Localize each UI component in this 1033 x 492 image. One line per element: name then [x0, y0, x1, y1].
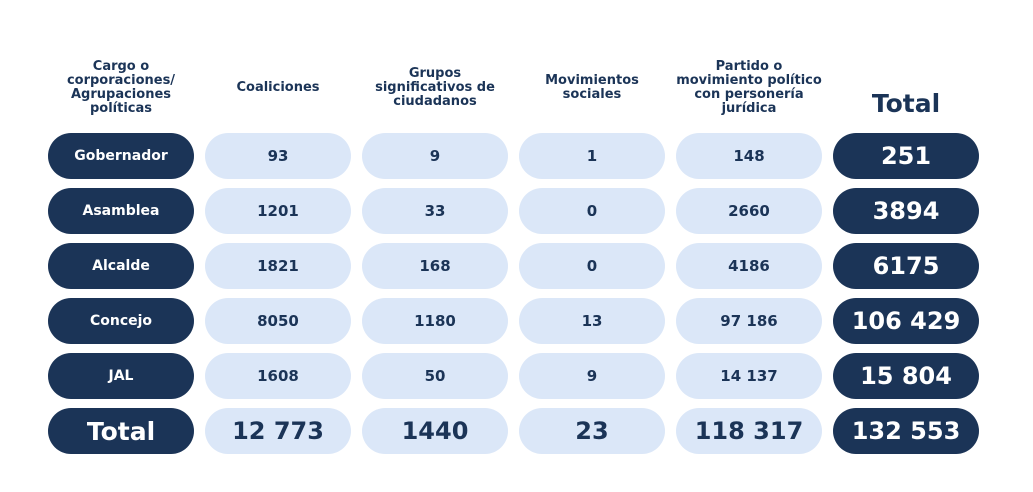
- cell-alcalde-3: 0: [519, 243, 665, 289]
- row-total-gobernador: 251: [833, 133, 979, 179]
- cell-asamblea-3: 0: [519, 188, 665, 234]
- cell-jal-3: 9: [519, 353, 665, 399]
- row-total-concejo: 106 429: [833, 298, 979, 344]
- header-line: con personería: [694, 87, 804, 102]
- cell-concejo-3: 13: [519, 298, 665, 344]
- header-line: movimiento político: [676, 73, 822, 88]
- grand-total: 132 553: [833, 408, 979, 454]
- header-text: Movimientos sociales: [545, 74, 639, 102]
- cell-alcalde-4: 4186: [676, 243, 822, 289]
- header-line: corporaciones/: [66, 73, 176, 88]
- cell-gobernador-4: 148: [676, 133, 822, 179]
- cell-concejo-1: 8050: [205, 298, 351, 344]
- header-cargo: Cargo o corporaciones/Agrupaciones polític…: [48, 48, 194, 128]
- header-grupos-significativos: Grupos significativos de ciudadanos: [362, 48, 508, 128]
- header-partido-movimiento: Partido o movimiento político con personer…: [676, 48, 822, 128]
- cell-gobernador-1: 93: [205, 133, 351, 179]
- cell-jal-2: 50: [362, 353, 508, 399]
- header-line: ciudadanos: [393, 94, 477, 109]
- header-text: Total: [872, 90, 940, 118]
- row-label-concejo: Concejo: [48, 298, 194, 344]
- cell-asamblea-4: 2660: [676, 188, 822, 234]
- header-line: Coaliciones: [236, 80, 320, 95]
- row-label-gobernador: Gobernador: [48, 133, 194, 179]
- cell-alcalde-2: 168: [362, 243, 508, 289]
- row-label-jal: JAL: [48, 353, 194, 399]
- header-line: Cargo o: [92, 59, 150, 74]
- row-total-alcalde: 6175: [833, 243, 979, 289]
- header-line: sociales: [562, 87, 622, 102]
- header-line: jurídica: [721, 101, 777, 116]
- row-total-jal: 15 804: [833, 353, 979, 399]
- row-label-asamblea: Asamblea: [48, 188, 194, 234]
- cell-gobernador-2: 9: [362, 133, 508, 179]
- column-total-2: 1440: [362, 408, 508, 454]
- cell-jal-1: 1608: [205, 353, 351, 399]
- header-text: Partido o movimiento político con personer…: [676, 60, 822, 116]
- row-label-total: Total: [48, 408, 194, 454]
- cell-jal-4: 14 137: [676, 353, 822, 399]
- cell-concejo-4: 97 186: [676, 298, 822, 344]
- row-label-alcalde: Alcalde: [48, 243, 194, 289]
- header-line: Movimientos: [545, 73, 639, 88]
- header-line: Total: [871, 89, 941, 118]
- header-line: Partido o: [715, 59, 783, 74]
- cell-asamblea-1: 1201: [205, 188, 351, 234]
- column-total-1: 12 773: [205, 408, 351, 454]
- column-total-4: 118 317: [676, 408, 822, 454]
- header-text: Cargo o corporaciones/Agrupaciones polític…: [67, 60, 175, 116]
- header-coaliciones: Coaliciones: [205, 48, 351, 128]
- header-line: Grupos: [408, 66, 462, 81]
- header-line: significativos de: [375, 80, 495, 95]
- header-text: Coaliciones: [236, 81, 319, 95]
- cell-concejo-2: 1180: [362, 298, 508, 344]
- header-text: Grupos significativos de ciudadanos: [375, 67, 495, 109]
- header-total: Total: [833, 68, 979, 140]
- cell-asamblea-2: 33: [362, 188, 508, 234]
- cell-alcalde-1: 1821: [205, 243, 351, 289]
- column-total-3: 23: [519, 408, 665, 454]
- header-line: Agrupaciones: [70, 87, 171, 102]
- header-line: políticas: [89, 101, 153, 116]
- header-movimientos-sociales: Movimientos sociales: [519, 48, 665, 128]
- row-total-asamblea: 3894: [833, 188, 979, 234]
- cell-gobernador-3: 1: [519, 133, 665, 179]
